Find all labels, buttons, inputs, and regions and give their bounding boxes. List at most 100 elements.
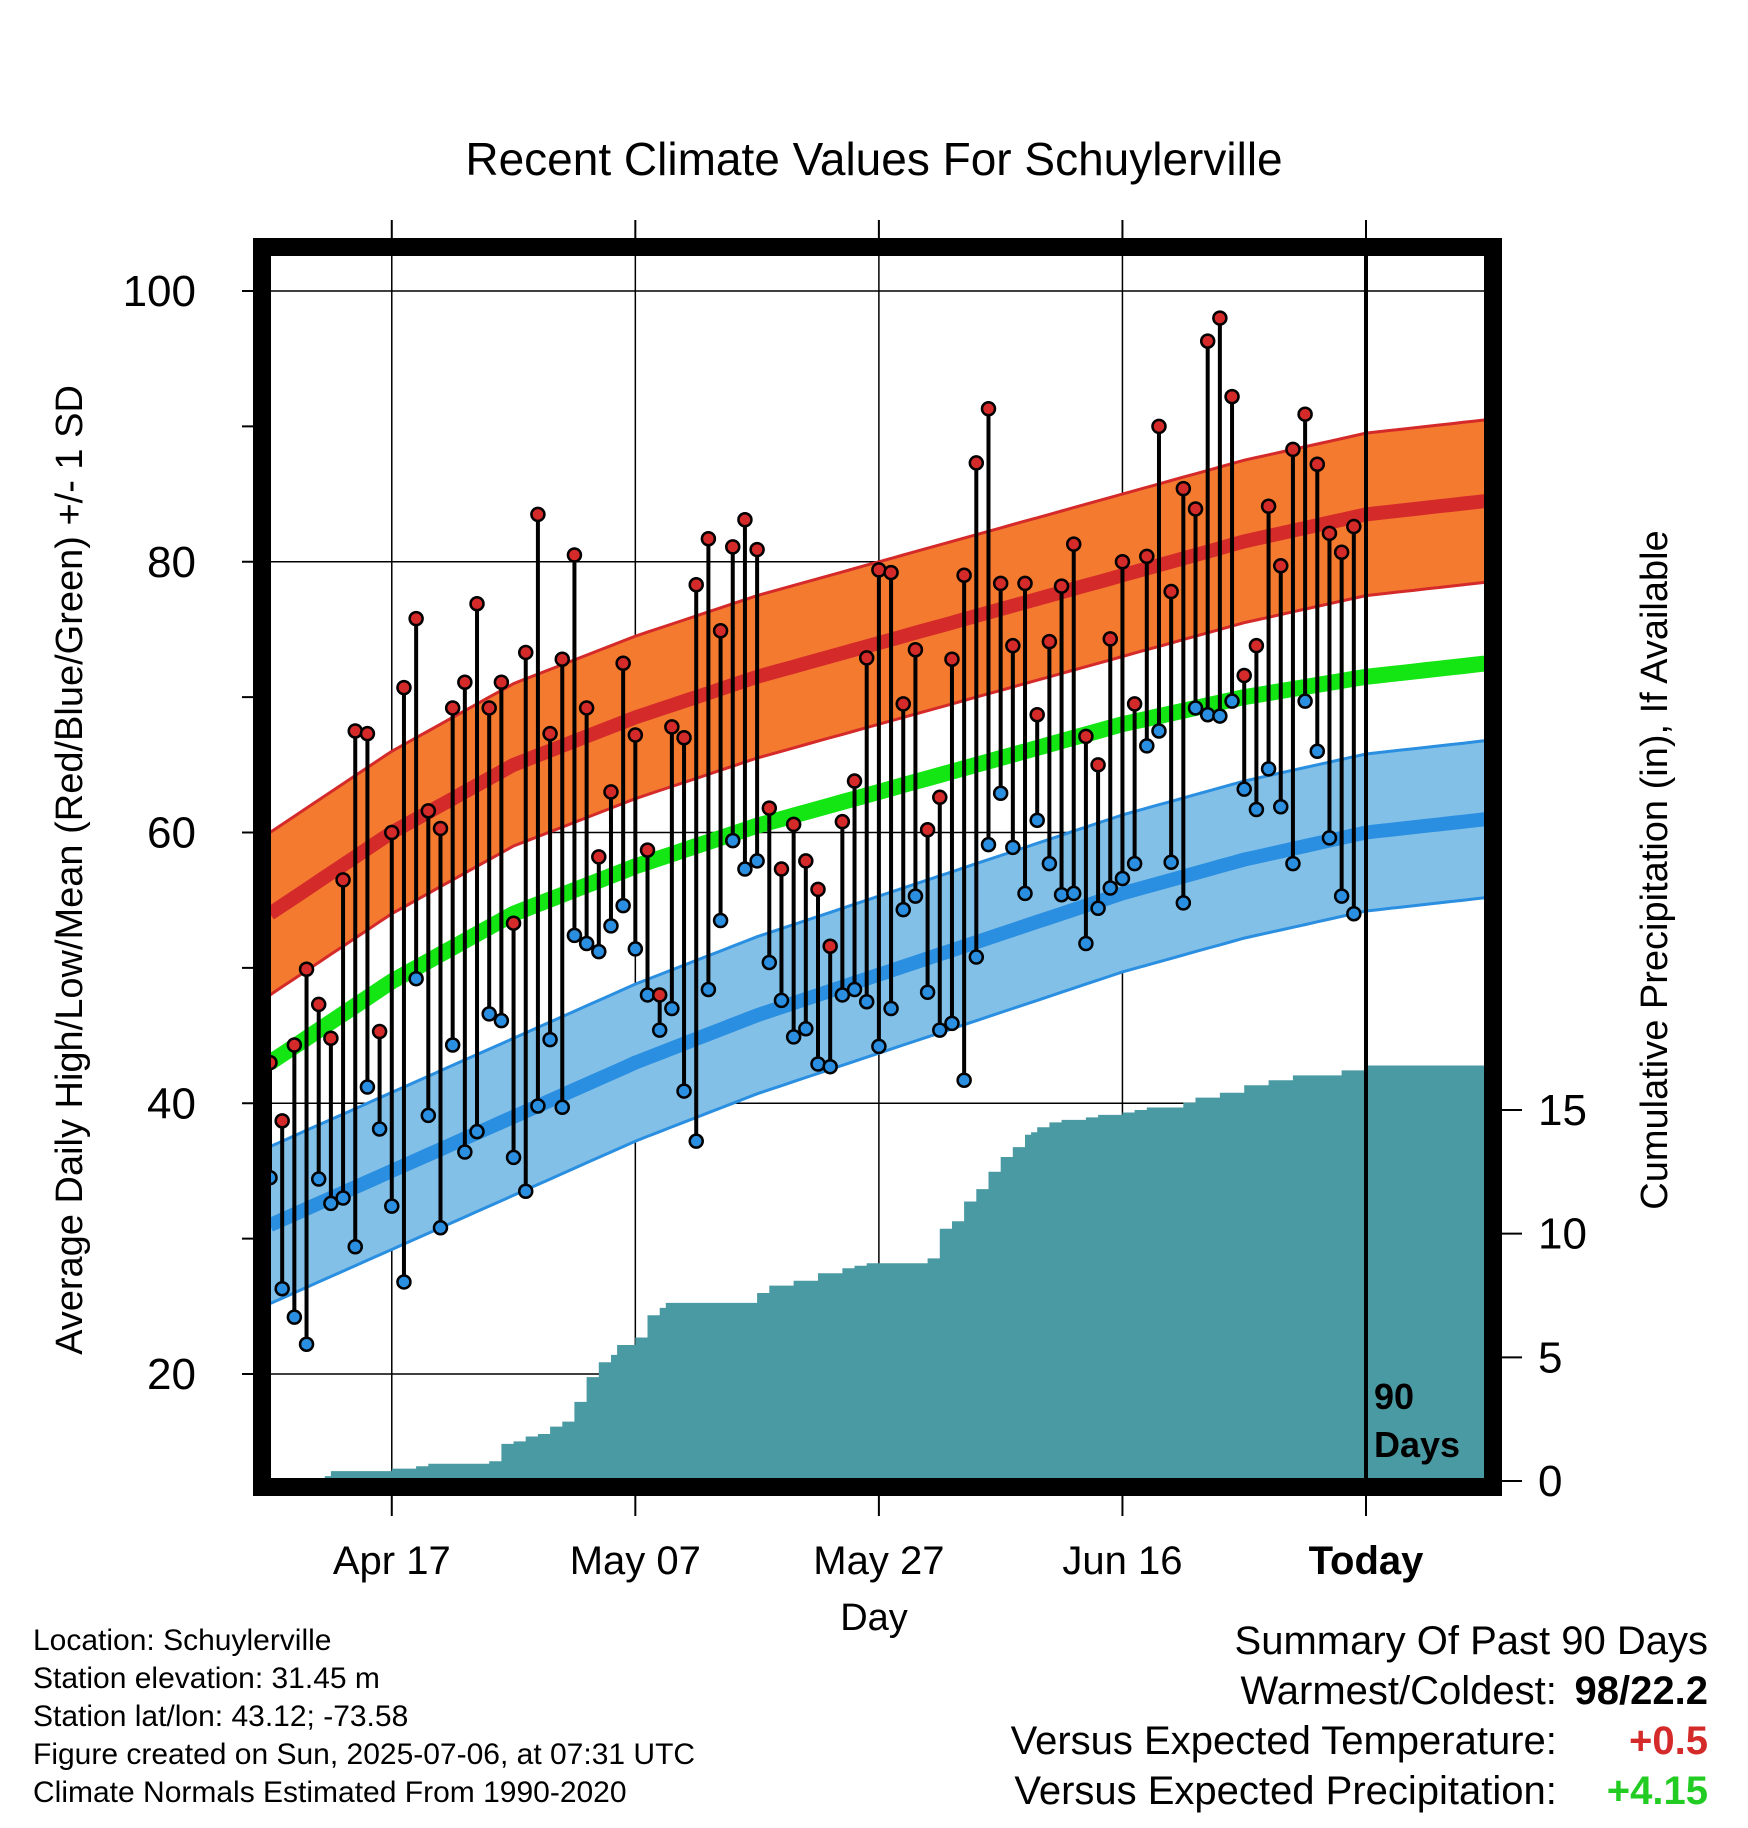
low-point: [968, 949, 985, 965]
high-point: [761, 800, 778, 816]
x-axis-label: Day: [840, 1597, 908, 1639]
high-point: [822, 938, 838, 954]
high-point: [298, 961, 315, 977]
high-point: [1102, 631, 1119, 647]
low-point: [1212, 708, 1228, 724]
high-point: [323, 1030, 339, 1047]
low-point: [1346, 905, 1362, 922]
low-point: [1333, 888, 1350, 904]
low-point: [798, 1021, 814, 1037]
plot-frame: [253, 238, 1502, 1496]
low-point: [274, 1280, 290, 1297]
high-point: [1017, 575, 1033, 592]
high-point: [651, 987, 668, 1003]
low-point: [749, 853, 765, 869]
low-point: [846, 981, 863, 998]
high-point: [432, 820, 449, 837]
low-point: [1163, 854, 1179, 871]
y2-tick-label: 5: [1538, 1333, 1562, 1382]
high-point: [883, 564, 899, 581]
low-point: [1260, 761, 1277, 777]
low-point: [676, 1083, 692, 1099]
plot-area: 90 Days: [253, 238, 1502, 1496]
high-point: [1163, 583, 1179, 600]
high-point: [1236, 667, 1252, 684]
high-point: [530, 506, 546, 523]
high-point: [1065, 536, 1082, 552]
low-point: [871, 1038, 887, 1055]
y-tick-label: 20: [147, 1350, 196, 1399]
high-point: [1285, 441, 1301, 458]
high-point: [493, 674, 510, 690]
high-point: [1273, 558, 1289, 574]
high-point: [1151, 418, 1167, 435]
high-point: [737, 512, 753, 528]
low-point: [1139, 738, 1155, 754]
high-point: [1041, 633, 1058, 650]
high-point: [310, 996, 327, 1013]
low-point: [517, 1183, 534, 1199]
summary-panel: Summary Of Past 90 Days Warmest/Coldest:…: [1011, 1616, 1708, 1816]
low-point: [1273, 799, 1289, 815]
high-point: [1175, 480, 1192, 497]
low-point: [359, 1079, 376, 1095]
high-point: [1212, 310, 1228, 326]
low-point: [895, 901, 911, 918]
low-point: [615, 897, 631, 914]
low-point: [1175, 895, 1192, 911]
high-point: [542, 725, 558, 742]
x-tick-label: Jun 16: [1062, 1539, 1182, 1583]
low-point: [603, 918, 619, 934]
high-point: [469, 595, 485, 612]
low-point: [481, 1006, 497, 1022]
low-point: [1114, 870, 1131, 887]
high-point: [846, 773, 863, 789]
chart-title: Recent Climate Values For Schuylerville: [465, 133, 1282, 185]
info-location: Location: Schuylerville: [33, 1624, 332, 1657]
high-point: [798, 853, 814, 869]
high-point: [932, 789, 948, 806]
low-point: [347, 1238, 363, 1255]
high-point: [615, 655, 631, 672]
high-point: [286, 1037, 303, 1053]
high-point: [1309, 456, 1326, 473]
y-tick-label: 60: [147, 809, 196, 858]
low-point: [651, 1022, 668, 1038]
high-point: [712, 623, 729, 639]
low-point: [1285, 855, 1301, 872]
low-point: [1187, 700, 1204, 716]
x-tick-label: Apr 17: [333, 1539, 451, 1583]
low-point: [1090, 900, 1106, 917]
high-point: [1297, 406, 1313, 422]
high-point: [895, 696, 911, 712]
y-tick-label: 100: [123, 267, 196, 316]
low-point: [1126, 855, 1143, 872]
high-point: [335, 872, 351, 888]
y2-axis-label: Cumulative Precipitation (in), If Availa…: [1634, 530, 1676, 1209]
low-point: [420, 1107, 437, 1124]
warmest-coldest-label: Warmest/Coldest:: [1240, 1669, 1557, 1713]
low-point: [310, 1171, 327, 1187]
y-tick-label: 40: [147, 1079, 196, 1128]
low-point: [469, 1123, 485, 1140]
low-point: [932, 1022, 948, 1038]
low-point: [1297, 693, 1313, 709]
temp-anomaly-value: +0.5: [1629, 1719, 1708, 1763]
high-point: [919, 822, 936, 838]
high-point: [1199, 333, 1216, 349]
low-point: [554, 1099, 571, 1116]
low-point: [627, 941, 644, 957]
low-point: [956, 1072, 972, 1088]
high-point: [749, 541, 765, 558]
station-info: Location: Schuylerville Station elevatio…: [33, 1622, 695, 1812]
temp-anomaly-label: Versus Expected Temperature:: [1010, 1719, 1557, 1763]
today-label-line1: 90: [1374, 1376, 1414, 1417]
low-point: [335, 1190, 351, 1206]
x-tick-label: May 07: [570, 1539, 701, 1583]
low-point: [834, 987, 851, 1003]
y2-tick-label: 10: [1538, 1210, 1587, 1259]
low-point: [323, 1195, 339, 1212]
high-point: [444, 700, 461, 716]
low-point: [883, 1000, 899, 1017]
